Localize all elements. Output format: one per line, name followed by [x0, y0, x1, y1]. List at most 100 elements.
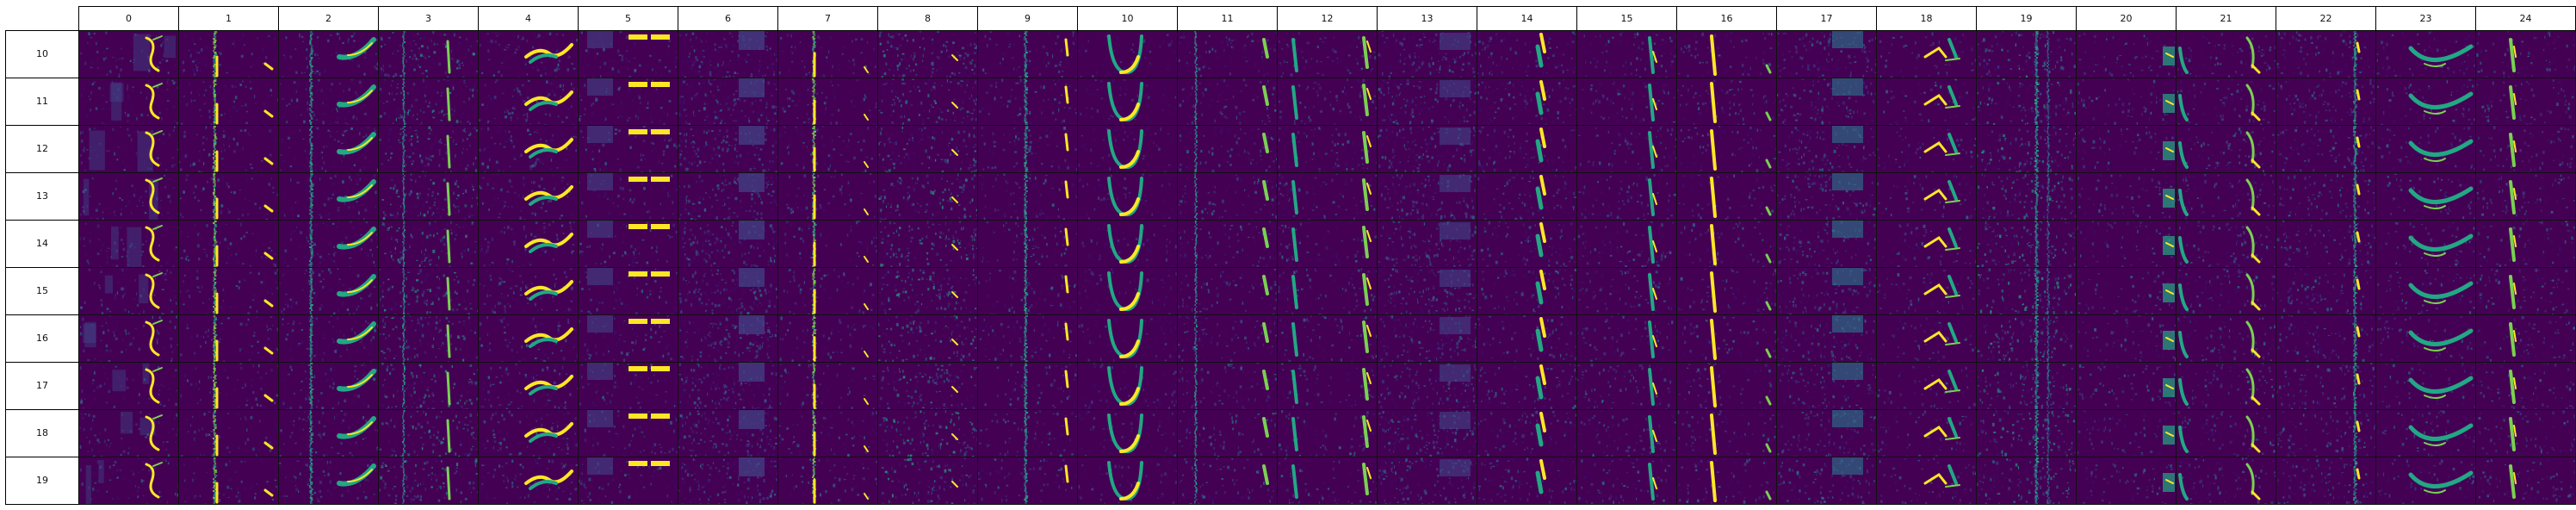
spectrogram-thumbnail — [977, 266, 1078, 315]
spectrogram-thumbnail — [178, 77, 279, 126]
spectrogram-image — [579, 126, 678, 171]
spectrogram-image — [1877, 268, 1976, 314]
spectrogram-image — [79, 31, 178, 77]
column-header: 13 — [1377, 6, 1477, 31]
spectrogram-image — [878, 363, 977, 408]
spectrogram-image — [1178, 268, 1277, 314]
spectrogram-thumbnail — [1277, 408, 1378, 457]
spectrogram-thumbnail — [1576, 408, 1677, 457]
spectrogram-thumbnail — [1676, 124, 1777, 173]
spectrogram-thumbnail — [1876, 29, 1977, 78]
spectrogram-thumbnail — [1377, 29, 1477, 78]
spectrogram-image — [2476, 78, 2575, 124]
spectrogram-thumbnail — [178, 314, 279, 363]
spectrogram-image — [179, 78, 278, 124]
grid-row: 17 — [5, 361, 2576, 410]
spectrogram-image — [1777, 268, 1876, 314]
row-header: 11 — [5, 77, 79, 126]
spectrogram-thumbnail — [877, 124, 978, 173]
spectrogram-thumbnail — [977, 408, 1078, 457]
spectrogram-image — [79, 268, 178, 314]
spectrogram-image — [1178, 31, 1277, 77]
spectrogram-thumbnail — [877, 408, 978, 457]
spectrogram-thumbnail — [877, 29, 978, 78]
spectrogram-image — [479, 315, 578, 361]
spectrogram-image — [2077, 31, 2176, 77]
spectrogram-image — [1577, 31, 1676, 77]
spectrogram-thumbnail — [2475, 314, 2576, 363]
spectrogram-thumbnail — [2176, 266, 2276, 315]
spectrogram-image — [1577, 126, 1676, 171]
spectrogram-thumbnail — [578, 171, 678, 221]
spectrogram-image — [1078, 126, 1177, 171]
spectrogram-image — [878, 315, 977, 361]
spectrogram-thumbnail — [378, 408, 479, 457]
grid-row: 15 — [5, 266, 2576, 315]
spectrogram-thumbnail — [1077, 219, 1178, 268]
spectrogram-thumbnail — [2176, 361, 2276, 410]
spectrogram-thumbnail — [378, 361, 479, 410]
spectrogram-image — [678, 221, 777, 266]
spectrogram-image — [1577, 173, 1676, 219]
spectrogram-thumbnail — [1077, 314, 1178, 363]
grid-row: 11 — [5, 77, 2576, 126]
spectrogram-image — [1078, 457, 1177, 503]
spectrogram-image — [1677, 457, 1776, 503]
row-header: 15 — [5, 266, 79, 315]
spectrogram-image — [2077, 173, 2176, 219]
column-header: 17 — [1776, 6, 1877, 31]
spectrogram-thumbnail — [2176, 314, 2276, 363]
spectrogram-image — [1078, 410, 1177, 456]
spectrogram-thumbnail — [877, 456, 978, 505]
spectrogram-image — [678, 315, 777, 361]
column-header: 14 — [1477, 6, 1577, 31]
spectrogram-image — [1777, 315, 1876, 361]
spectrogram-thumbnail — [1377, 77, 1477, 126]
spectrogram-thumbnail — [78, 124, 179, 173]
spectrogram-thumbnail — [2076, 408, 2177, 457]
spectrogram-image — [678, 126, 777, 171]
spectrogram-image — [1877, 363, 1976, 408]
spectrogram-image — [1278, 126, 1377, 171]
spectrogram-thumbnail — [378, 29, 479, 78]
spectrogram-image — [1677, 268, 1776, 314]
column-header: 24 — [2475, 6, 2576, 31]
spectrogram-image — [1278, 221, 1377, 266]
spectrogram-thumbnail — [678, 456, 778, 505]
spectrogram-image — [1477, 363, 1576, 408]
spectrogram-image — [1677, 221, 1776, 266]
spectrogram-image — [1877, 31, 1976, 77]
spectrogram-thumbnail — [1776, 124, 1877, 173]
column-header: 3 — [378, 6, 479, 31]
spectrogram-image — [778, 363, 877, 408]
spectrogram-image — [2476, 31, 2575, 77]
corner-cell — [6, 7, 79, 31]
spectrogram-thumbnail — [977, 219, 1078, 268]
spectrogram-thumbnail — [1576, 77, 1677, 126]
spectrogram-thumbnail — [678, 361, 778, 410]
spectrogram-image — [2077, 457, 2176, 503]
spectrogram-thumbnail — [877, 77, 978, 126]
spectrogram-thumbnail — [1477, 219, 1577, 268]
row-header: 10 — [5, 29, 79, 78]
spectrogram-thumbnail — [1277, 314, 1378, 363]
spectrogram-image — [1677, 126, 1776, 171]
spectrogram-thumbnail — [378, 456, 479, 505]
row-header: 17 — [5, 361, 79, 410]
spectrogram-thumbnail — [1277, 29, 1378, 78]
spectrogram-thumbnail — [977, 361, 1078, 410]
spectrogram-thumbnail — [2076, 171, 2177, 221]
spectrogram-image — [1178, 221, 1277, 266]
spectrogram-image — [1777, 78, 1876, 124]
spectrogram-image — [179, 363, 278, 408]
spectrogram-image — [279, 363, 378, 408]
row-header: 14 — [5, 219, 79, 268]
spectrogram-image — [2276, 268, 2375, 314]
spectrogram-thumbnail — [2475, 219, 2576, 268]
spectrogram-thumbnail — [2276, 456, 2376, 505]
spectrogram-thumbnail — [1676, 314, 1777, 363]
spectrogram-image — [79, 410, 178, 456]
spectrogram-image — [379, 315, 478, 361]
spectrogram-image — [179, 221, 278, 266]
spectrogram-thumbnail — [1776, 456, 1877, 505]
